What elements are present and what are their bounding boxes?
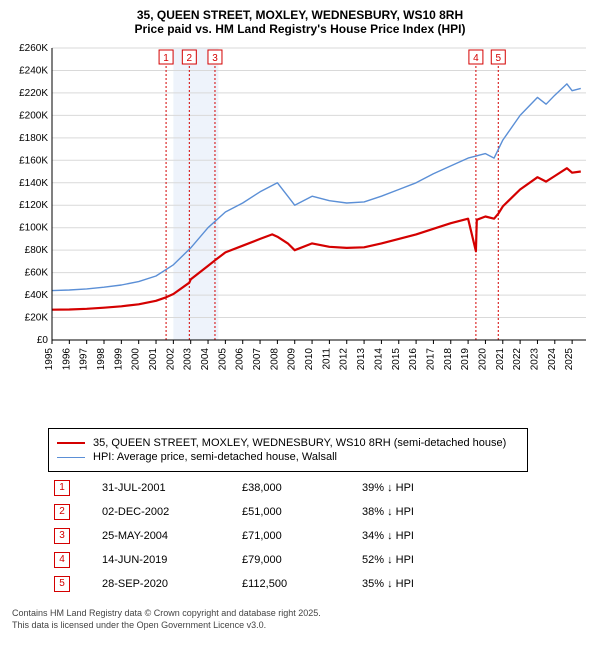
footnote: Contains HM Land Registry data © Crown c…	[12, 608, 592, 631]
transaction-date: 28-SEP-2020	[96, 572, 236, 596]
svg-text:4: 4	[473, 53, 479, 64]
svg-text:1997: 1997	[79, 348, 90, 371]
svg-text:2006: 2006	[235, 348, 246, 371]
svg-text:1996: 1996	[61, 348, 72, 371]
footnote-line-2: This data is licensed under the Open Gov…	[12, 620, 266, 630]
svg-text:1998: 1998	[96, 348, 107, 371]
table-row: 4 14-JUN-2019£79,00052% ↓ HPI	[48, 548, 528, 572]
transaction-delta: 39% ↓ HPI	[356, 476, 528, 500]
svg-text:2008: 2008	[269, 348, 280, 371]
svg-text:£240K: £240K	[19, 65, 48, 76]
svg-text:2002: 2002	[165, 348, 176, 371]
svg-text:2007: 2007	[252, 348, 263, 371]
price-chart: £0 £20K £40K £60K £80K £100K £120K £140K £160K £1…	[8, 40, 592, 420]
svg-text:£40K: £40K	[25, 290, 49, 301]
transaction-marker: 1	[54, 480, 70, 496]
transaction-price: £51,000	[236, 500, 356, 524]
transaction-price: £38,000	[236, 476, 356, 500]
svg-text:2022: 2022	[512, 348, 523, 371]
transaction-date: 31-JUL-2001	[96, 476, 236, 500]
svg-text:2024: 2024	[547, 348, 558, 371]
svg-text:2015: 2015	[391, 348, 402, 371]
transaction-date: 14-JUN-2019	[96, 548, 236, 572]
transaction-date: 25-MAY-2004	[96, 524, 236, 548]
footnote-line-1: Contains HM Land Registry data © Crown c…	[12, 608, 321, 618]
svg-text:2017: 2017	[425, 348, 436, 371]
table-row: 3 25-MAY-2004£71,00034% ↓ HPI	[48, 524, 528, 548]
title-line-2: Price paid vs. HM Land Registry's House …	[8, 22, 592, 36]
svg-text:2: 2	[187, 53, 193, 64]
svg-text:2012: 2012	[339, 348, 350, 371]
svg-text:£100K: £100K	[19, 223, 48, 234]
table-row: 1 31-JUL-2001£38,00039% ↓ HPI	[48, 476, 528, 500]
svg-text:1999: 1999	[113, 348, 124, 371]
svg-text:2023: 2023	[529, 348, 540, 371]
legend-row-property: 35, QUEEN STREET, MOXLEY, WEDNESBURY, WS…	[57, 437, 519, 449]
svg-text:£0: £0	[37, 335, 49, 346]
svg-text:1995: 1995	[44, 348, 55, 371]
legend-label-property: 35, QUEEN STREET, MOXLEY, WEDNESBURY, WS…	[93, 437, 506, 449]
svg-text:2001: 2001	[148, 348, 159, 371]
transaction-marker: 5	[54, 576, 70, 592]
svg-text:2000: 2000	[131, 348, 142, 371]
legend-row-hpi: HPI: Average price, semi-detached house,…	[57, 451, 519, 463]
svg-text:2003: 2003	[183, 348, 194, 371]
table-row: 2 02-DEC-2002£51,00038% ↓ HPI	[48, 500, 528, 524]
chart-svg: £0 £20K £40K £60K £80K £100K £120K £140K £160K £1…	[8, 40, 592, 420]
svg-text:£180K: £180K	[19, 133, 48, 144]
legend-label-hpi: HPI: Average price, semi-detached house,…	[93, 451, 337, 463]
transaction-price: £112,500	[236, 572, 356, 596]
svg-text:1: 1	[163, 53, 169, 64]
transaction-delta: 35% ↓ HPI	[356, 572, 528, 596]
svg-text:5: 5	[495, 53, 501, 64]
svg-text:2016: 2016	[408, 348, 419, 371]
svg-text:£220K: £220K	[19, 88, 48, 99]
svg-text:£260K: £260K	[19, 43, 48, 54]
svg-text:2025: 2025	[564, 348, 575, 371]
svg-text:£140K: £140K	[19, 178, 48, 189]
table-row: 5 28-SEP-2020£112,50035% ↓ HPI	[48, 572, 528, 596]
svg-text:3: 3	[212, 53, 218, 64]
svg-text:2019: 2019	[460, 348, 471, 371]
legend-swatch-property	[57, 442, 85, 444]
svg-text:£60K: £60K	[25, 268, 49, 279]
transaction-delta: 38% ↓ HPI	[356, 500, 528, 524]
svg-text:2018: 2018	[443, 348, 454, 371]
svg-text:2013: 2013	[356, 348, 367, 371]
transaction-price: £71,000	[236, 524, 356, 548]
transaction-marker: 3	[54, 528, 70, 544]
legend-swatch-hpi	[57, 457, 85, 458]
transaction-date: 02-DEC-2002	[96, 500, 236, 524]
chart-title: 35, QUEEN STREET, MOXLEY, WEDNESBURY, WS…	[8, 8, 592, 36]
svg-text:2014: 2014	[373, 348, 384, 371]
svg-text:2020: 2020	[477, 348, 488, 371]
title-line-1: 35, QUEEN STREET, MOXLEY, WEDNESBURY, WS…	[8, 8, 592, 22]
svg-text:£20K: £20K	[25, 313, 49, 324]
svg-text:£160K: £160K	[19, 155, 48, 166]
svg-text:2005: 2005	[217, 348, 228, 371]
svg-text:2010: 2010	[304, 348, 315, 371]
svg-text:2021: 2021	[495, 348, 506, 371]
svg-text:2011: 2011	[321, 348, 332, 370]
svg-text:2004: 2004	[200, 348, 211, 371]
svg-text:£80K: £80K	[25, 245, 49, 256]
transaction-marker: 4	[54, 552, 70, 568]
transactions-table: 1 31-JUL-2001£38,00039% ↓ HPI 2 02-DEC-2002…	[48, 476, 528, 596]
transaction-delta: 52% ↓ HPI	[356, 548, 528, 572]
transaction-marker: 2	[54, 504, 70, 520]
legend: 35, QUEEN STREET, MOXLEY, WEDNESBURY, WS…	[48, 428, 528, 472]
svg-text:£120K: £120K	[19, 200, 48, 211]
transaction-delta: 34% ↓ HPI	[356, 524, 528, 548]
svg-text:£200K: £200K	[19, 110, 48, 121]
transaction-price: £79,000	[236, 548, 356, 572]
svg-text:2009: 2009	[287, 348, 298, 371]
